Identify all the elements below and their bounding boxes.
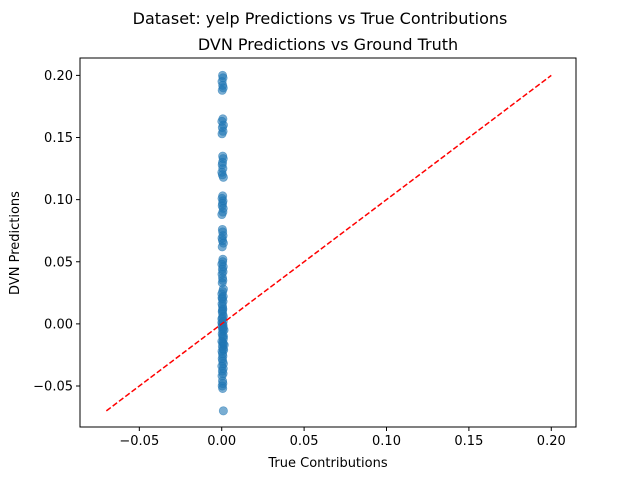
y-tick-label: 0.05: [44, 255, 73, 270]
figure-suptitle: Dataset: yelp Predictions vs True Contri…: [133, 9, 508, 28]
y-tick-label: 0.15: [44, 131, 73, 146]
y-tick-label: −0.05: [33, 380, 73, 395]
scatter-point: [217, 129, 227, 139]
scatter-point: [218, 383, 228, 393]
scatter-point: [217, 242, 227, 252]
y-tick-label: 0.00: [44, 317, 73, 332]
scatter-point: [217, 210, 227, 220]
plot-marks: [105, 70, 552, 416]
x-tick-label: 0.10: [372, 434, 401, 449]
scatter-point: [218, 172, 228, 182]
x-tick-label: 0.20: [537, 434, 566, 449]
scatter-point: [217, 293, 227, 303]
scatter-point: [217, 313, 227, 323]
scatter-point: [219, 325, 229, 335]
x-tick-label: −0.05: [119, 434, 159, 449]
scatter-point: [218, 406, 228, 416]
chart-title: DVN Predictions vs Ground Truth: [198, 35, 458, 54]
y-tick-label: 0.20: [44, 69, 73, 84]
scatter-point: [218, 305, 228, 315]
scatter-point: [217, 85, 227, 95]
scatter-point: [219, 340, 229, 350]
x-axis-ticks: −0.05 0.00 0.05 0.10 0.15 0.20: [119, 427, 566, 449]
plot-frame: [79, 57, 577, 428]
y-tick-label: 0.10: [44, 193, 73, 208]
x-tick-label: 0.15: [454, 434, 483, 449]
identity-reference-line: [105, 74, 552, 412]
x-tick-label: 0.00: [207, 434, 236, 449]
x-axis-label: True Contributions: [267, 456, 387, 471]
y-axis-label: DVN Predictions: [8, 191, 23, 295]
y-axis-ticks: −0.05 0.00 0.05 0.10 0.15 0.20: [33, 69, 80, 395]
x-tick-label: 0.05: [290, 434, 319, 449]
